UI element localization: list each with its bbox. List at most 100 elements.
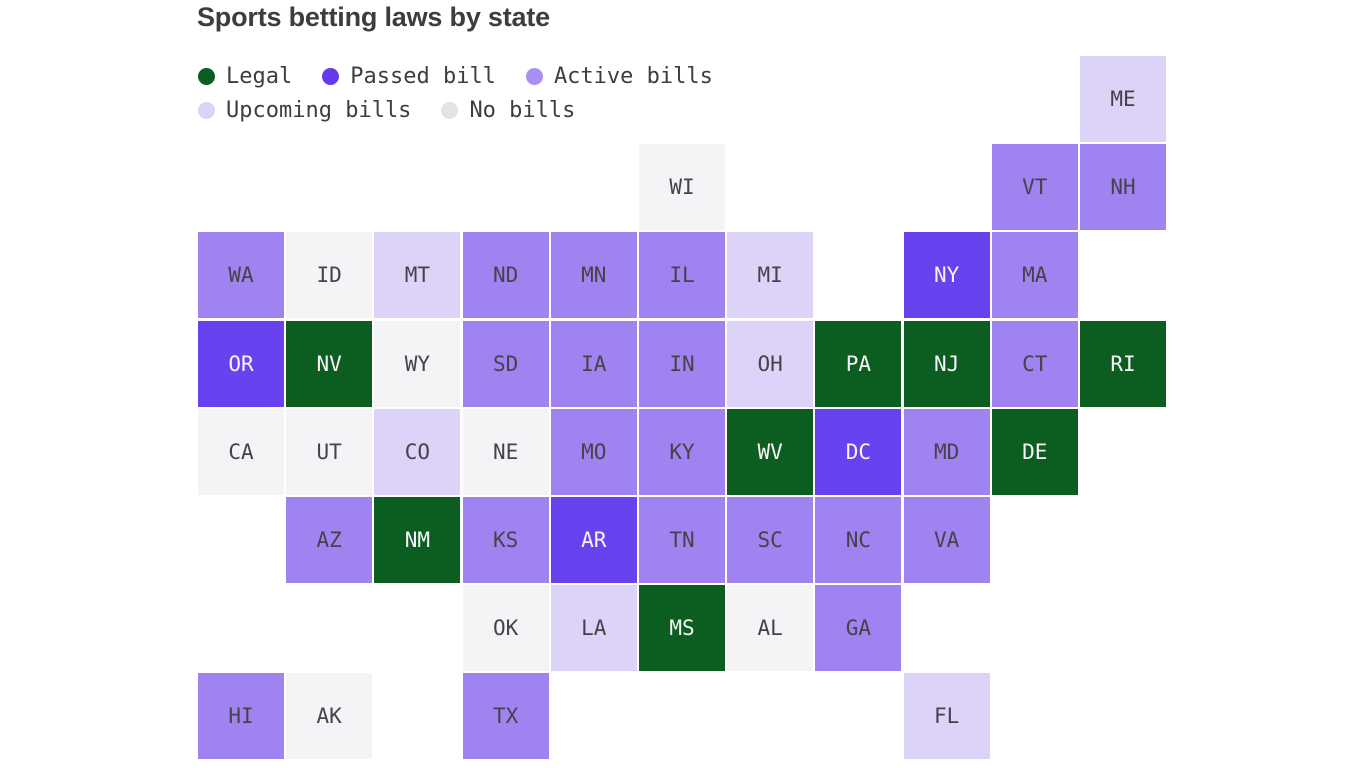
legend-swatch-none-icon: [441, 101, 459, 119]
state-tile-nd: ND: [462, 232, 549, 319]
legend-row-2: Upcoming bills No bills: [198, 93, 743, 127]
state-label: ND: [492, 263, 519, 288]
state-label: TN: [669, 528, 695, 552]
legend: Legal Passed bill Active bills Upcoming bil…: [198, 59, 743, 127]
state-tile-ia: IA: [550, 320, 637, 407]
state-label: NJ: [933, 351, 960, 376]
state-label: DE: [1022, 439, 1048, 464]
state-label: MN: [581, 263, 607, 288]
state-tile-in: IN: [639, 320, 725, 407]
state-tile-tn: TN: [639, 497, 725, 583]
state-label: VA: [933, 528, 960, 552]
state-tile-ar: AR: [550, 497, 637, 583]
legend-swatch-legal-icon: [198, 67, 215, 85]
legend-label-none: No bills: [469, 97, 576, 123]
state-tile-sc: SC: [727, 497, 814, 583]
state-label: OR: [228, 351, 254, 376]
state-tile-de: DE: [991, 408, 1078, 495]
state-label: TX: [492, 704, 519, 729]
state-label: NC: [845, 528, 872, 552]
state-tile-ga: GA: [815, 585, 902, 672]
legend-label-legal: Legal: [226, 63, 293, 89]
state-label: AK: [316, 704, 342, 729]
state-tile-mn: MN: [550, 232, 637, 319]
legend-swatch-active-icon: [525, 67, 543, 85]
chart-title: Sports betting laws by state: [197, 2, 550, 32]
state-tile-ms: MS: [639, 585, 725, 672]
state-label: AR: [581, 528, 607, 552]
state-tile-nj: NJ: [903, 320, 990, 407]
state-tile-mo: MO: [550, 408, 637, 495]
legend-swatch-passed-icon: [322, 67, 340, 85]
state-tile-ut: UT: [286, 408, 373, 495]
state-tile-hi: HI: [198, 673, 284, 760]
state-tile-nh: NH: [1080, 144, 1166, 231]
state-tile-ma: MA: [991, 232, 1078, 319]
state-tile-ct: CT: [991, 320, 1078, 407]
legend-row-1: Legal Passed bill Active bills: [198, 59, 743, 93]
state-tile-il: IL: [639, 232, 725, 319]
state-tile-va: VA: [903, 497, 990, 583]
legend-label-upcoming: Upcoming bills: [226, 97, 412, 123]
state-tile-wa: WA: [198, 232, 284, 319]
state-label: IL: [669, 263, 695, 288]
state-tile-md: MD: [903, 408, 990, 495]
state-label: IN: [669, 351, 695, 376]
state-label: AZ: [316, 528, 342, 552]
state-tile-or: OR: [198, 320, 284, 407]
legend-item-active: Active bills: [525, 64, 713, 89]
state-label: AL: [757, 616, 783, 641]
legend-item-legal: Legal: [198, 64, 292, 89]
state-tile-nc: NC: [815, 497, 902, 583]
state-tile-mi: MI: [727, 232, 814, 319]
state-label: OH: [757, 351, 783, 376]
legend-item-none: No bills: [441, 98, 575, 123]
state-tile-ne: NE: [462, 408, 549, 495]
state-label: UT: [316, 439, 342, 464]
state-tile-wi: WI: [639, 144, 725, 231]
state-label: MT: [404, 263, 431, 288]
state-tile-al: AL: [727, 585, 814, 672]
state-label: OK: [492, 616, 519, 641]
legend-item-upcoming: Upcoming bills: [198, 98, 411, 123]
state-label: MO: [581, 439, 607, 464]
state-label: KS: [492, 528, 519, 552]
state-label: MD: [933, 439, 960, 464]
state-label: ID: [316, 263, 342, 288]
state-label: MS: [669, 616, 695, 641]
state-tile-nv: NV: [286, 320, 373, 407]
state-tile-ny: NY: [903, 232, 990, 319]
legend-swatch-upcoming-icon: [198, 101, 215, 119]
state-tile-dc: DC: [815, 408, 902, 495]
state-tile-ak: AK: [286, 673, 373, 760]
state-label: NM: [404, 528, 431, 552]
state-tile-wy: WY: [374, 320, 461, 407]
state-label: WA: [228, 263, 254, 288]
state-label: LA: [581, 616, 607, 641]
state-label: MI: [757, 263, 783, 288]
state-tile-fl: FL: [903, 673, 990, 760]
state-tile-oh: OH: [727, 320, 814, 407]
state-label: MA: [1022, 263, 1048, 288]
state-tile-wv: WV: [727, 408, 814, 495]
state-tile-vt: VT: [991, 144, 1078, 231]
state-label: ME: [1110, 87, 1136, 111]
state-label: RI: [1110, 351, 1136, 376]
state-label: KY: [669, 439, 695, 464]
state-tile-id: ID: [286, 232, 373, 319]
state-tile-me: ME: [1080, 56, 1166, 142]
state-label: SC: [757, 528, 783, 552]
legend-item-passed: Passed bill: [322, 64, 496, 89]
state-tile-mt: MT: [374, 232, 461, 319]
state-tile-tx: TX: [462, 673, 549, 760]
state-label: WI: [669, 175, 695, 200]
state-tile-nm: NM: [374, 497, 461, 583]
legend-label-passed: Passed bill: [350, 63, 496, 89]
state-tile-az: AZ: [286, 497, 373, 583]
state-tile-ri: RI: [1080, 320, 1166, 407]
state-label: SD: [492, 351, 519, 376]
state-label: WY: [404, 351, 431, 376]
state-tile-ca: CA: [198, 408, 284, 495]
state-label: CO: [404, 439, 431, 464]
